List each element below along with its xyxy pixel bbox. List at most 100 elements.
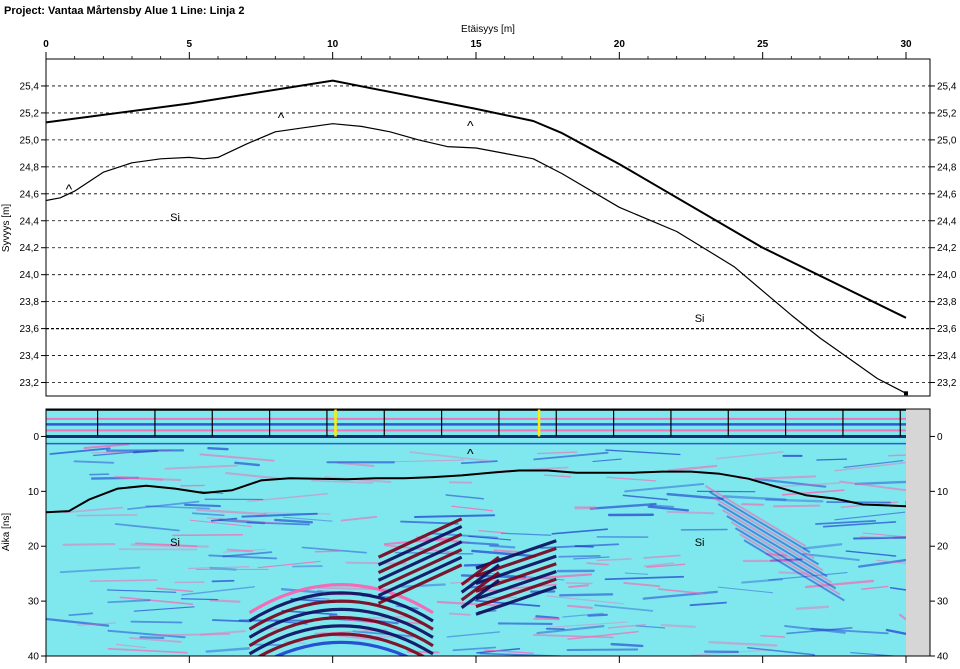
strong-reflector xyxy=(377,555,463,598)
reflection-streak xyxy=(860,536,894,539)
reflection-streak xyxy=(83,443,130,449)
soil-label: Si xyxy=(695,537,705,549)
strong-reflector xyxy=(460,563,500,594)
reflection-streak xyxy=(596,558,632,562)
reflection-streak xyxy=(543,474,572,478)
reflection-streak xyxy=(889,586,906,591)
y-tick-label-left: 23,6 xyxy=(20,324,40,335)
reflection-streak xyxy=(49,447,111,455)
reflection-streak xyxy=(89,579,158,582)
x-tick-label-top: 25 xyxy=(757,39,769,50)
reflection-streak xyxy=(546,621,628,628)
reflection-streak xyxy=(587,613,608,617)
reflection-streak xyxy=(458,541,499,546)
caret-annotation: ^ xyxy=(66,181,73,197)
y-tick-label-right: 24,2 xyxy=(937,243,957,254)
reflection-streak xyxy=(854,480,906,486)
dipping-reflector xyxy=(717,503,820,566)
hyperbola-reflection xyxy=(248,582,434,615)
y-tick-label-right: 25,4 xyxy=(937,81,957,92)
y-tick-label-right: 24,0 xyxy=(937,270,957,281)
time-tick-label-left: 40 xyxy=(28,652,40,663)
radargram-background xyxy=(46,409,906,656)
soil-label: Si xyxy=(170,212,180,224)
reflection-streak xyxy=(127,500,200,510)
x-tick-label-top: 5 xyxy=(187,39,193,50)
reflection-streak xyxy=(594,604,654,612)
reflection-streak xyxy=(666,492,724,501)
reflection-streak xyxy=(301,546,367,554)
reflection-streak xyxy=(741,578,783,584)
y-tick-label-right: 23,2 xyxy=(937,378,957,389)
reflection-streak xyxy=(226,548,254,553)
reflection-streak xyxy=(657,588,707,595)
reflection-streak xyxy=(189,519,252,527)
reflection-streak xyxy=(135,542,198,548)
reflection-streak xyxy=(211,619,251,623)
dipping-reflector xyxy=(734,527,837,590)
reflection-streak xyxy=(209,599,241,603)
reflection-streak xyxy=(765,552,788,557)
reflection-streak xyxy=(535,615,560,620)
reflection-streak xyxy=(139,636,165,639)
reflection-streak xyxy=(551,528,608,535)
reflection-streak xyxy=(493,549,523,554)
reflection-streak xyxy=(843,459,904,469)
reflection-streak xyxy=(610,642,644,648)
y-tick-label-left: 23,2 xyxy=(20,378,40,389)
x-tick-label-top: 15 xyxy=(470,39,482,50)
strong-reflector xyxy=(377,532,463,575)
reflection-streak xyxy=(512,573,593,581)
reflection-streak xyxy=(834,461,906,472)
x-tick-label-top: 10 xyxy=(327,39,339,50)
reflection-streak xyxy=(76,514,138,517)
reflection-streak xyxy=(120,476,182,482)
reflection-streak xyxy=(574,506,596,510)
strong-reflector xyxy=(377,540,463,582)
reflection-streak xyxy=(427,532,499,539)
reflection-streak xyxy=(815,519,877,525)
reflection-streak xyxy=(191,512,225,517)
time-tick-label-right: 30 xyxy=(937,597,949,608)
reflection-streak xyxy=(206,517,285,525)
strong-reflector xyxy=(475,577,557,609)
y-tick-label-right: 24,4 xyxy=(937,216,957,227)
reflection-streak xyxy=(784,625,846,634)
reflection-streak xyxy=(804,579,875,589)
reflection-streak xyxy=(857,558,906,568)
reflection-streak xyxy=(452,646,497,652)
reflection-streak xyxy=(622,494,668,501)
reflection-streak xyxy=(129,636,182,643)
y-tick-label-left: 25,0 xyxy=(20,135,40,146)
strong-reflector xyxy=(377,517,463,559)
reflection-streak xyxy=(180,598,219,601)
x-axis-bottom xyxy=(45,656,907,663)
hyperbola-reflection xyxy=(248,624,434,656)
reflection-streak xyxy=(861,585,889,590)
strong-reflector xyxy=(475,569,557,601)
reflection-streak xyxy=(199,630,246,636)
strong-reflector xyxy=(460,571,500,602)
y-tick-label-right: 23,6 xyxy=(937,324,957,335)
time-tick-label-right: 40 xyxy=(937,652,949,663)
reflection-streak xyxy=(839,480,906,492)
reflection-streak xyxy=(413,514,496,519)
time-tick-label-right: 0 xyxy=(937,432,943,443)
strong-reflector xyxy=(377,563,463,605)
reflection-streak xyxy=(345,619,373,624)
reflection-streak xyxy=(274,518,314,524)
ground-surface-line xyxy=(46,79,907,319)
y-tick-label-left: 24,4 xyxy=(20,216,40,227)
reflection-streak xyxy=(474,583,557,593)
hyperbola-reflection xyxy=(248,615,434,648)
reflection-streak xyxy=(876,559,906,565)
strong-reflector xyxy=(475,585,557,616)
reflection-streak xyxy=(115,643,147,649)
reflection-streak xyxy=(181,586,255,596)
reflection-streak xyxy=(205,647,250,653)
reflection-streak xyxy=(643,562,674,567)
reflection-streak xyxy=(558,554,601,558)
reflection-streak xyxy=(716,451,784,460)
reflection-streak xyxy=(106,589,177,593)
y-tick-label-right: 24,8 xyxy=(937,162,957,173)
